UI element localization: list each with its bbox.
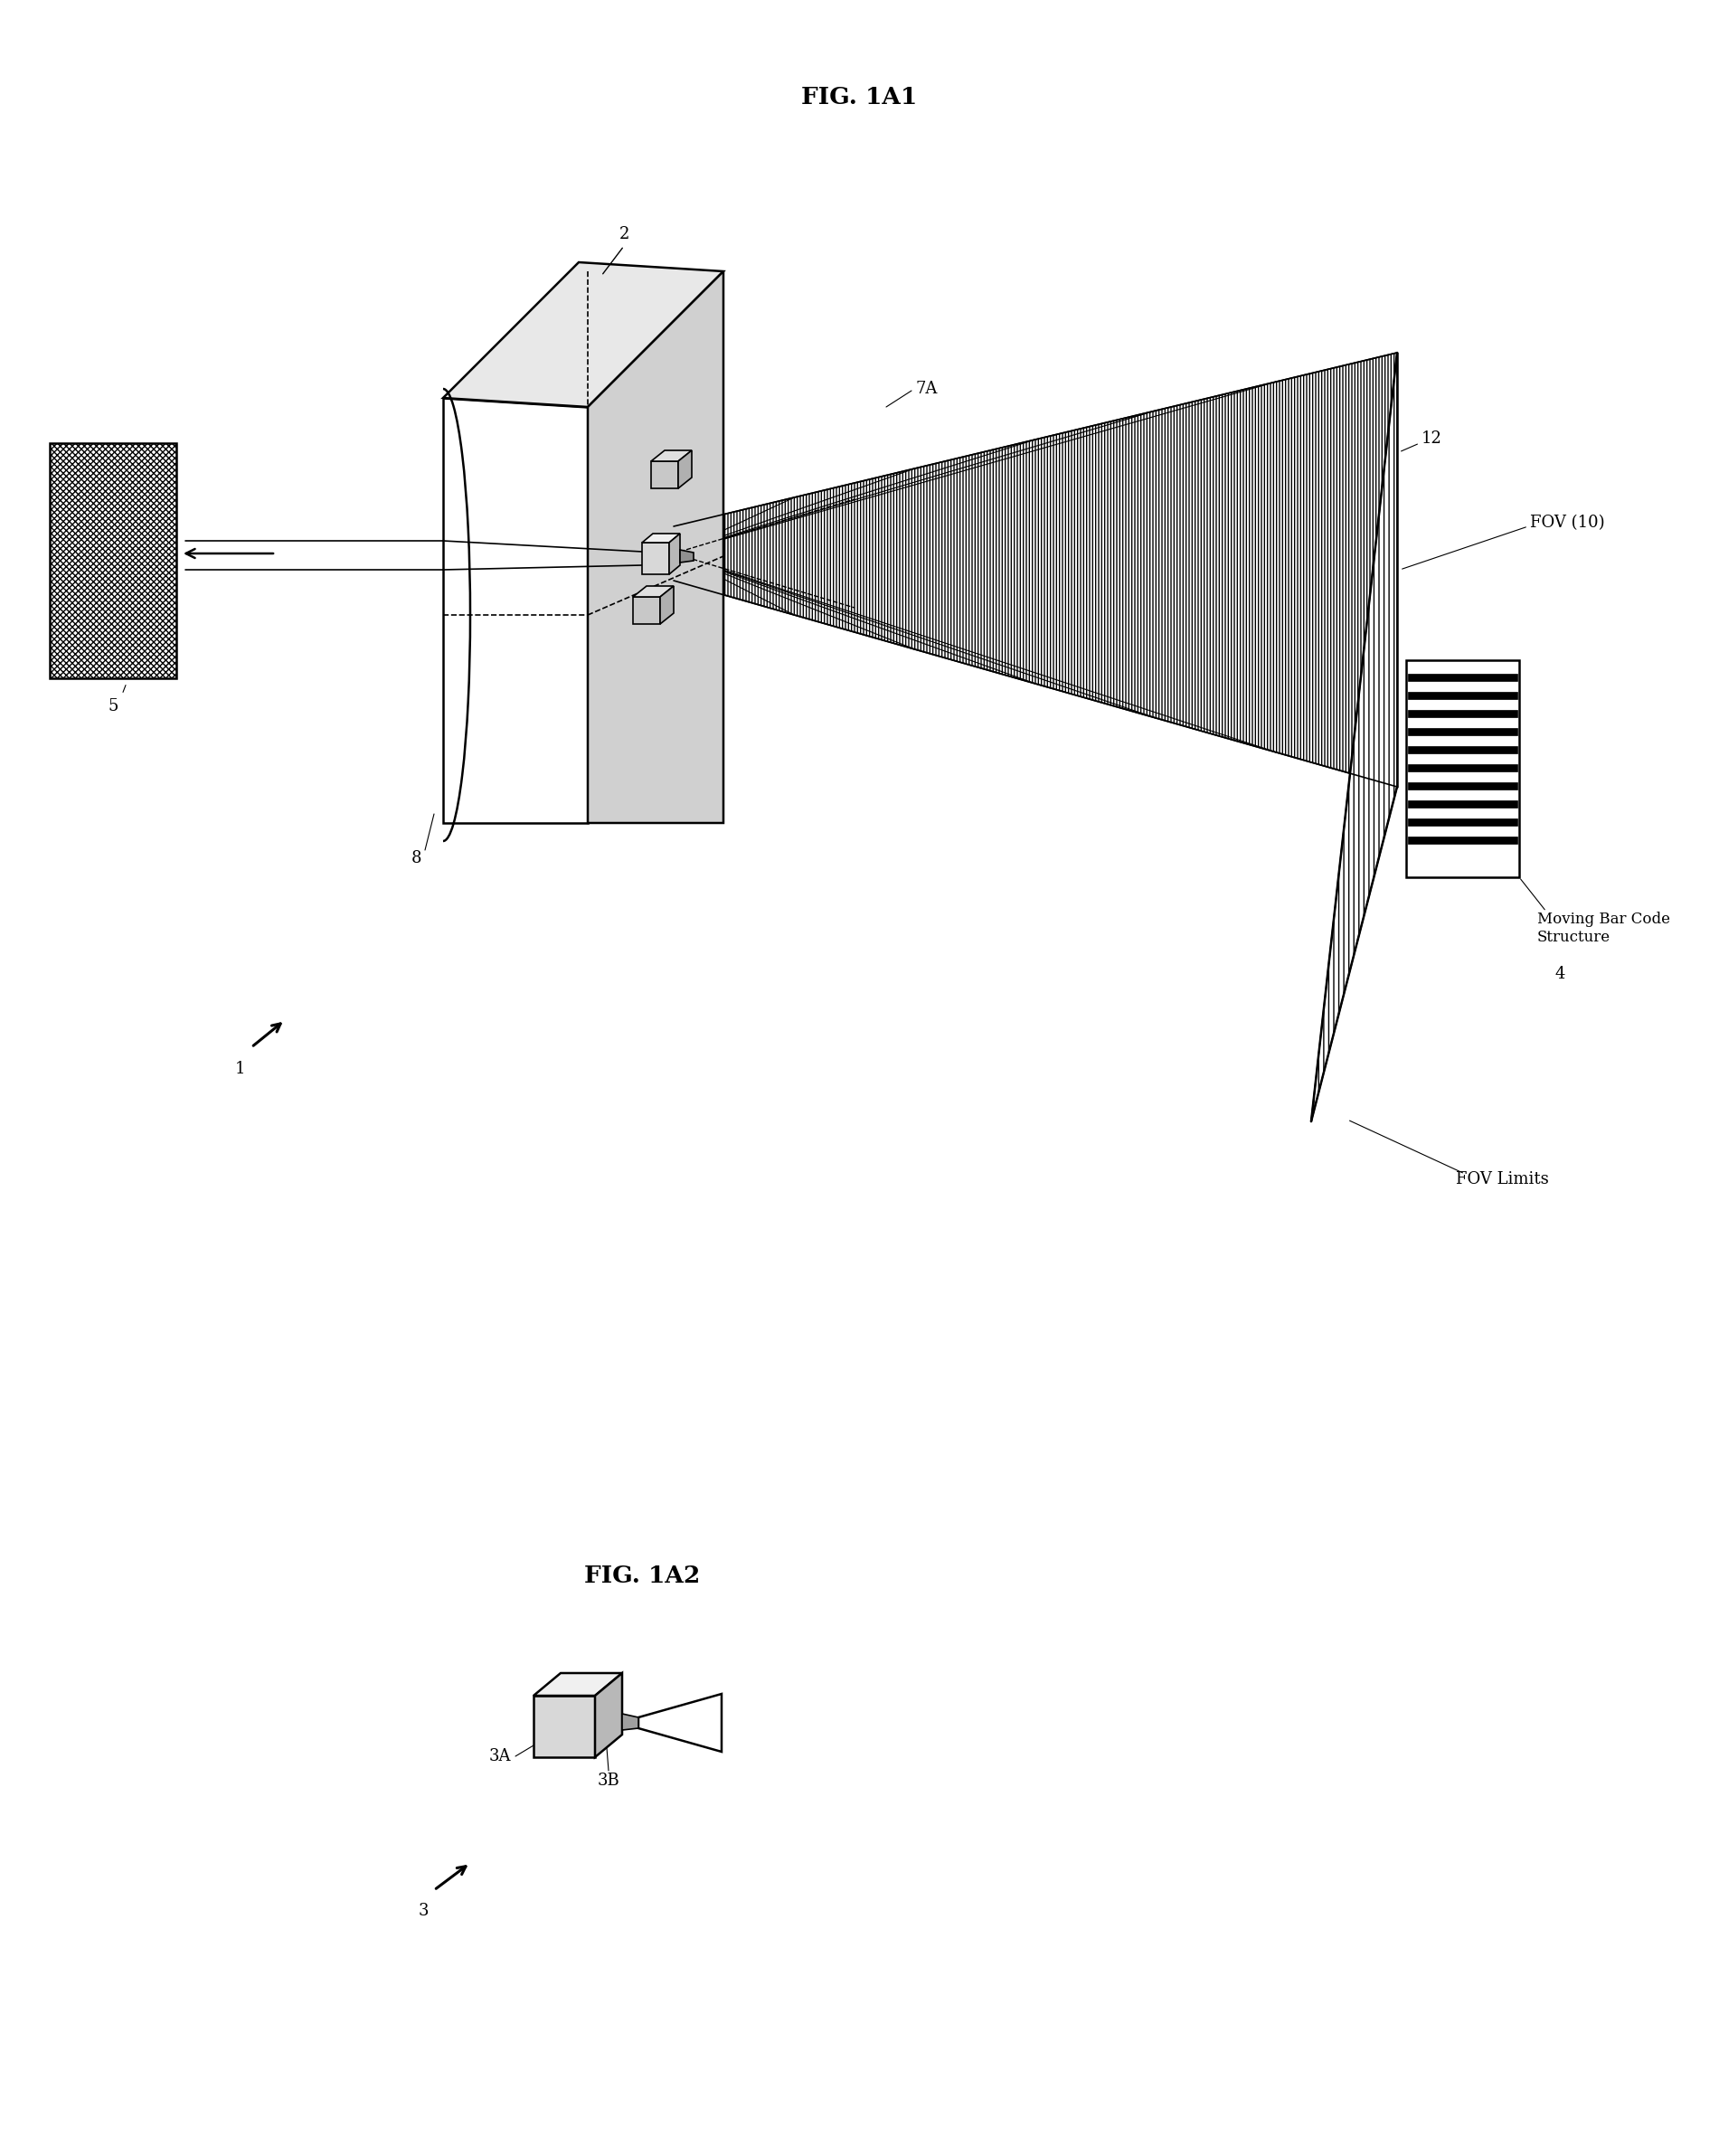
Text: Moving Bar Code
Structure: Moving Bar Code Structure xyxy=(1537,912,1671,944)
Polygon shape xyxy=(533,1695,595,1757)
Polygon shape xyxy=(533,1673,622,1695)
Polygon shape xyxy=(444,263,724,407)
Polygon shape xyxy=(681,550,693,563)
Text: 3: 3 xyxy=(555,556,566,573)
Text: 5: 5 xyxy=(108,699,119,714)
Polygon shape xyxy=(1408,819,1518,826)
Text: FOV (10): FOV (10) xyxy=(1530,515,1606,530)
Polygon shape xyxy=(1408,746,1518,752)
Text: 8: 8 xyxy=(411,849,421,867)
Text: 12: 12 xyxy=(1422,431,1442,446)
Polygon shape xyxy=(444,399,588,824)
Polygon shape xyxy=(641,543,669,573)
Polygon shape xyxy=(633,586,674,597)
Polygon shape xyxy=(633,597,660,623)
Polygon shape xyxy=(669,533,681,573)
Polygon shape xyxy=(1406,660,1520,877)
Polygon shape xyxy=(622,1714,638,1729)
Text: FIG. 1A2: FIG. 1A2 xyxy=(584,1565,700,1587)
Text: 6A: 6A xyxy=(691,410,713,427)
Polygon shape xyxy=(588,272,724,824)
Text: FIG. 1A1: FIG. 1A1 xyxy=(801,86,916,108)
Text: 3B: 3B xyxy=(598,1772,621,1789)
Text: 1: 1 xyxy=(234,1061,244,1078)
Text: FOV Limits: FOV Limits xyxy=(1456,1171,1549,1188)
Polygon shape xyxy=(1408,763,1518,772)
Text: 2: 2 xyxy=(619,226,629,241)
Text: 7A: 7A xyxy=(915,382,937,397)
Polygon shape xyxy=(652,451,691,461)
Polygon shape xyxy=(674,354,1398,787)
Polygon shape xyxy=(1408,692,1518,699)
Polygon shape xyxy=(1408,709,1518,718)
Polygon shape xyxy=(679,451,691,489)
Text: 7B: 7B xyxy=(677,785,700,802)
Polygon shape xyxy=(595,1673,622,1757)
Polygon shape xyxy=(50,444,177,679)
Text: 6B: 6B xyxy=(543,668,566,683)
Polygon shape xyxy=(1408,837,1518,843)
Polygon shape xyxy=(1408,673,1518,681)
Polygon shape xyxy=(1408,783,1518,789)
Polygon shape xyxy=(1408,729,1518,735)
Polygon shape xyxy=(638,1695,722,1751)
Polygon shape xyxy=(652,461,679,489)
Polygon shape xyxy=(1312,354,1398,1121)
Polygon shape xyxy=(641,533,681,543)
Text: 3: 3 xyxy=(418,1904,428,1919)
Text: 4: 4 xyxy=(1556,966,1566,983)
Polygon shape xyxy=(1408,800,1518,808)
Text: 3A: 3A xyxy=(488,1749,511,1764)
Polygon shape xyxy=(660,586,674,623)
